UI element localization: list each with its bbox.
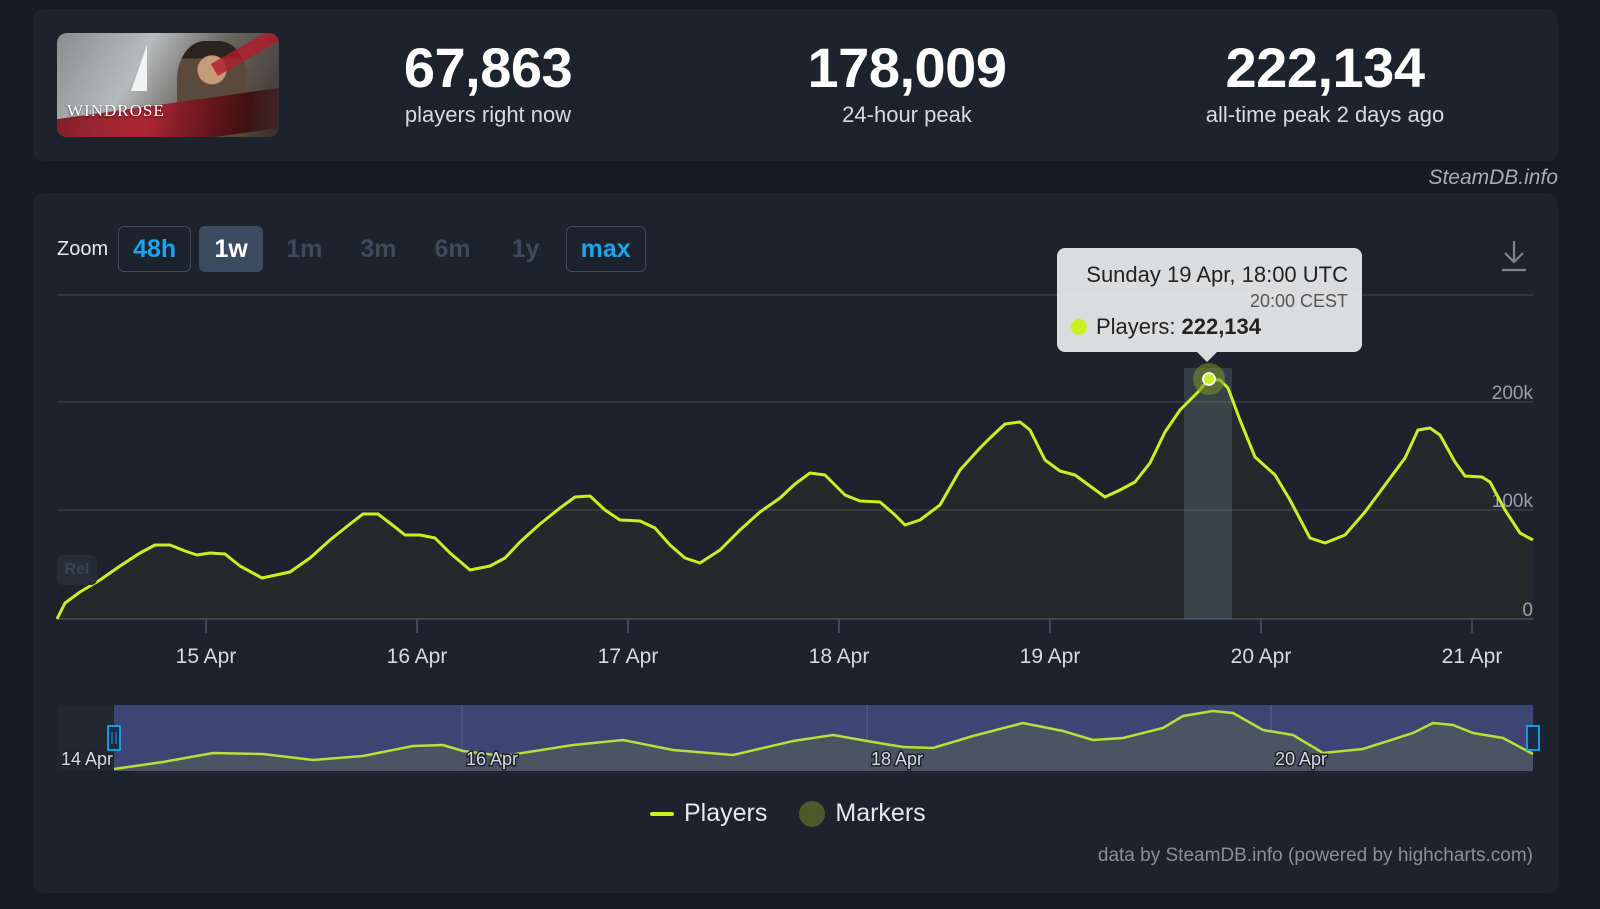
x-axis-labels: 15 Apr 16 Apr 17 Apr 18 Apr 19 Apr 20 Ap… — [176, 645, 1503, 668]
svg-text:200k: 200k — [1492, 383, 1534, 404]
chart-credits[interactable]: data by SteamDB.info (powered by highcha… — [1097, 845, 1533, 866]
stat-value: 67,863 — [403, 36, 573, 99]
svg-text:20 Apr: 20 Apr — [1275, 749, 1327, 769]
zoom-1m-button[interactable]: 1m — [286, 234, 323, 263]
legend-item-players[interactable]: Players — [650, 799, 767, 828]
tooltip-series: Players: 222,134 — [1071, 314, 1261, 340]
players-line — [55, 377, 1534, 620]
svg-text:20 Apr: 20 Apr — [1231, 645, 1292, 668]
legend-label: Markers — [835, 799, 926, 827]
zoom-bar: Zoom 48h 1w 1m 3m 6m 1y max — [57, 226, 654, 272]
tooltip-series-label: Players: — [1096, 314, 1176, 339]
tooltip-value: 222,134 — [1181, 314, 1262, 339]
rel-badge[interactable]: Rel — [57, 555, 97, 585]
stat-value: 178,009 — [807, 36, 1007, 99]
tooltip-local-time: 20:00 CEST — [1249, 291, 1348, 311]
svg-text:18 Apr: 18 Apr — [809, 645, 870, 668]
svg-text:15 Apr: 15 Apr — [176, 645, 237, 668]
stat-24h-peak: 178,009 24-hour peak — [727, 33, 1087, 127]
stat-all-time-peak: 222,134 all-time peak 2 days ago — [1145, 33, 1505, 127]
game-title: WINDROSE — [67, 101, 165, 120]
tooltip-date: Sunday 19 Apr, 18:00 UTC — [1086, 262, 1348, 287]
zoom-1y-button[interactable]: 1y — [511, 234, 540, 263]
watermark: SteamDB.info — [1428, 166, 1558, 189]
zoom-48h-button[interactable]: 48h — [118, 226, 192, 272]
svg-text:21 Apr: 21 Apr — [1442, 645, 1503, 668]
legend-label: Players — [684, 799, 768, 827]
zoom-max-button[interactable]: max — [565, 226, 646, 272]
zoom-1w-button[interactable]: 1w — [199, 226, 264, 272]
marker-symbol-icon — [799, 800, 826, 827]
stat-players-now: 67,863 players right now — [308, 33, 668, 127]
line-symbol-icon — [650, 811, 674, 816]
stat-label: 24-hour peak — [842, 102, 972, 127]
chart-card: Zoom 48h 1w 1m 3m 6m 1y max 200k 100k 0 — [33, 193, 1558, 893]
hover-point — [1202, 372, 1216, 386]
chart-tooltip: Sunday 19 Apr, 18:00 UTC 20:00 CEST Play… — [1057, 248, 1362, 362]
svg-text:17 Apr: 17 Apr — [598, 645, 659, 668]
chart-legend: Players Markers — [650, 799, 958, 828]
game-thumbnail[interactable]: WINDROSE — [57, 33, 279, 137]
navigator-labels: 14 Apr 16 Apr 18 Apr 20 Apr — [60, 748, 1329, 771]
sail-logo-icon — [119, 45, 147, 91]
svg-text:19 Apr: 19 Apr — [1020, 645, 1081, 668]
zoom-label: Zoom — [57, 237, 109, 260]
stat-label: players right now — [404, 102, 572, 127]
navigator[interactable]: 14 Apr 16 Apr 18 Apr 20 Apr — [57, 705, 1540, 771]
svg-text:16 Apr: 16 Apr — [387, 645, 448, 668]
player-chart[interactable]: 200k 100k 0 15 Apr 16 Apr 17 Apr 18 Apr … — [33, 193, 1558, 893]
x-axis-ticks — [205, 619, 1473, 633]
gridlines — [57, 294, 1533, 620]
stat-value: 222,134 — [1225, 36, 1425, 99]
series-dot-icon — [1071, 319, 1087, 335]
zoom-6m-button[interactable]: 6m — [434, 234, 471, 263]
hover-band — [1184, 368, 1232, 619]
download-icon[interactable] — [1500, 239, 1528, 273]
legend-item-markers[interactable]: Markers — [799, 799, 926, 828]
navigator-right-handle[interactable] — [1526, 725, 1540, 751]
svg-text:18 Apr: 18 Apr — [871, 749, 923, 769]
stat-label: all-time peak 2 days ago — [1205, 102, 1445, 127]
players-area — [57, 379, 1533, 619]
stats-card: WINDROSE 67,863 players right now 178,00… — [33, 9, 1558, 161]
svg-text:14 Apr: 14 Apr — [61, 749, 113, 769]
svg-text:16 Apr: 16 Apr — [466, 749, 518, 769]
navigator-left-handle[interactable] — [107, 725, 121, 751]
svg-text:0: 0 — [1522, 600, 1533, 621]
zoom-3m-button[interactable]: 3m — [360, 234, 397, 263]
